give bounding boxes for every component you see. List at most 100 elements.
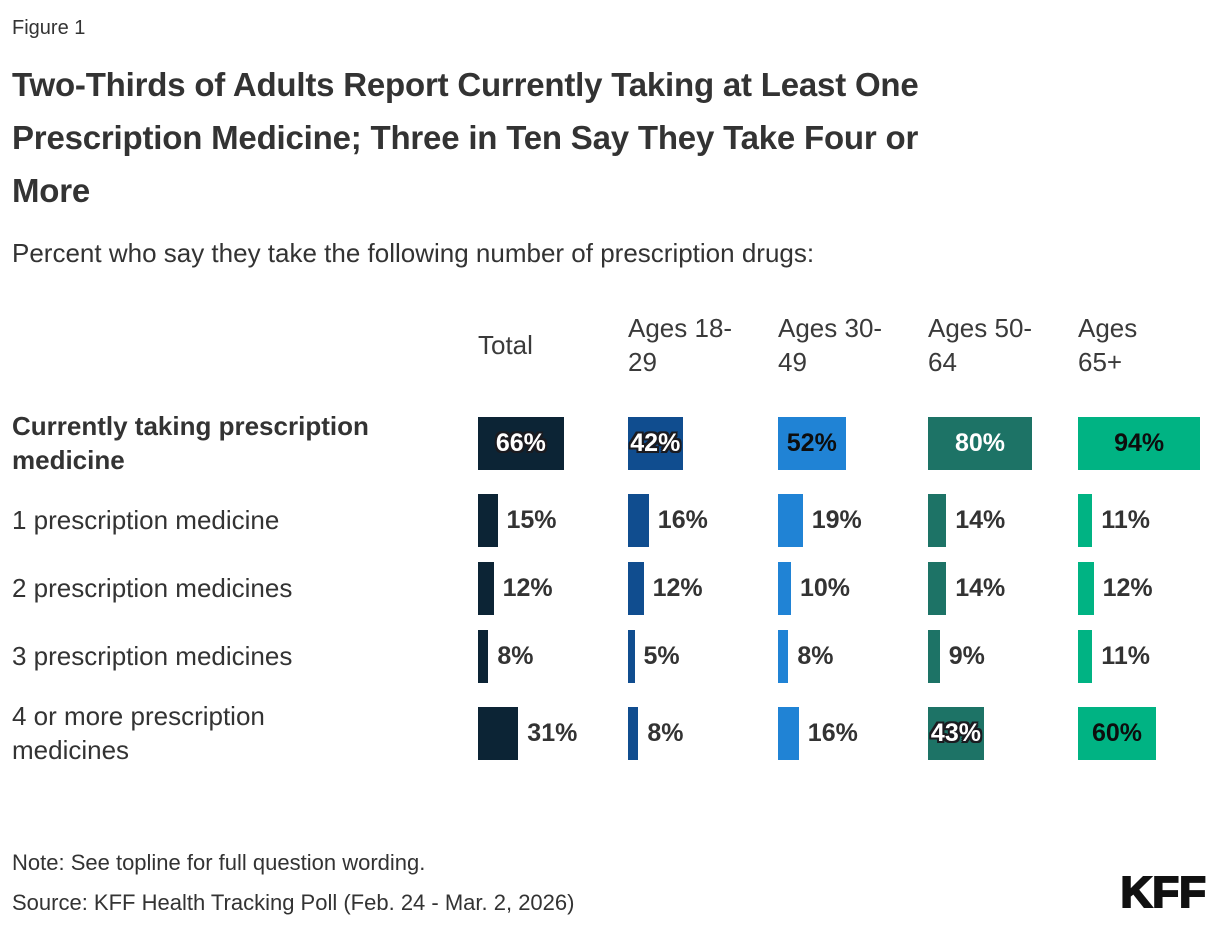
chart-cell: 15% — [478, 489, 628, 551]
bar-value-label: 16% — [657, 505, 708, 534]
chart-footer: Note: See topline for full question word… — [12, 843, 1208, 923]
column-header-ages: Ages 18- 29 — [628, 301, 778, 389]
bar-value-label: 60% — [1091, 718, 1143, 747]
bar[interactable] — [478, 493, 498, 547]
column-header-ages: Ages 30- 49 — [778, 301, 928, 389]
bar[interactable] — [778, 493, 803, 547]
chart-cell: 9% — [928, 625, 1078, 687]
chart-cell: 60% — [1078, 693, 1220, 773]
chart-cell: 31% — [478, 693, 628, 773]
header-spacer — [12, 301, 478, 389]
bar[interactable] — [928, 493, 947, 547]
bar-value-label: 80% — [954, 428, 1006, 457]
chart-cell: 8% — [628, 693, 778, 773]
bar-value-label: 10% — [800, 573, 851, 602]
bar-value-label: 19% — [811, 505, 862, 534]
chart-cell: 43% — [928, 693, 1078, 773]
column-header-label: Total — [478, 330, 533, 360]
chart-cell: 10% — [778, 557, 928, 619]
bar-value-label: 14% — [955, 505, 1006, 534]
bar-value-label: 52% — [786, 428, 837, 457]
chart-cell: 5% — [628, 625, 778, 687]
chart-note: Note: See topline for full question word… — [12, 850, 426, 875]
chart-cell: 16% — [628, 489, 778, 551]
bar[interactable] — [778, 629, 789, 683]
row-label: Currently taking prescription medicine — [12, 411, 369, 475]
column-header-ages: Ages 50- 64 — [928, 301, 1078, 389]
bar[interactable]: 80% — [928, 416, 1032, 470]
bar[interactable] — [478, 561, 494, 615]
bar[interactable] — [928, 561, 947, 615]
bar[interactable]: 94% — [1078, 416, 1201, 470]
chart-cell: 19% — [778, 489, 928, 551]
bar-value-label: 8% — [797, 641, 834, 670]
row-label: 4 or more prescription medicines — [12, 701, 265, 765]
bar[interactable]: 42% — [628, 416, 683, 470]
kff-logo[interactable]: KFF — [1119, 867, 1207, 918]
row-label: 2 prescription medicines — [12, 573, 293, 603]
chart-cell: 8% — [478, 625, 628, 687]
chart-cell: 12% — [478, 557, 628, 619]
bar-value-label: 12% — [502, 573, 553, 602]
chart-title-line: Two-Thirds of Adults Report Currently Ta… — [12, 66, 919, 103]
column-header-total: Total — [478, 301, 628, 389]
chart-cell: 11% — [1078, 489, 1220, 551]
bar-value-label: 12% — [652, 573, 703, 602]
bar[interactable] — [778, 561, 791, 615]
bar-value-label: 11% — [1101, 505, 1150, 534]
bar[interactable] — [778, 706, 799, 760]
bar-value-label: 43% — [930, 718, 981, 747]
chart-cell: 12% — [1078, 557, 1220, 619]
bar[interactable] — [1078, 561, 1094, 615]
bar-value-label: 66% — [495, 428, 546, 457]
column-header-label: Ages 18- 29 — [628, 313, 733, 377]
chart-title-line: More — [12, 172, 91, 209]
bar[interactable] — [628, 706, 639, 760]
bar-value-label: 14% — [955, 573, 1006, 602]
bar-value-label: 8% — [647, 718, 684, 747]
chart-cell: 16% — [778, 693, 928, 773]
column-header-row: Total Ages 18- 29 Ages 30- 49 Ages 50- 64 Ages 6… — [12, 301, 1208, 389]
bar[interactable] — [628, 493, 649, 547]
chart-row: 2 prescription medicines 12% 12% 10% 14% 12% — [12, 557, 1208, 619]
bar[interactable]: 43% — [928, 706, 984, 760]
chart-cell: 14% — [928, 489, 1078, 551]
figure-label: Figure 1 — [12, 17, 86, 39]
bar-value-label: 5% — [643, 641, 680, 670]
chart-row: 3 prescription medicines 8% 5% 8% 9% 11% — [12, 625, 1208, 687]
column-header-label: Ages 65+ — [1078, 313, 1138, 377]
chart-row: Currently taking prescription medicine 66%… — [12, 403, 1208, 483]
bar-value-label: 42% — [630, 428, 681, 457]
chart-cell: 12% — [628, 557, 778, 619]
bar-value-label: 11% — [1101, 641, 1150, 670]
chart-cell: 42% — [628, 403, 778, 483]
bar[interactable] — [628, 629, 635, 683]
row-label: 1 prescription medicine — [12, 505, 280, 535]
bar[interactable] — [1078, 629, 1093, 683]
chart-cell: 14% — [928, 557, 1078, 619]
bar-value-label: 15% — [506, 505, 557, 534]
column-header-label: Ages 30- 49 — [778, 313, 883, 377]
chart-source: Source: KFF Health Tracking Poll (Feb. 2… — [12, 890, 575, 915]
chart-cell: 52% — [778, 403, 928, 483]
chart-cell: 8% — [778, 625, 928, 687]
chart-subtitle: Percent who say they take the following … — [12, 238, 815, 268]
bar[interactable] — [1078, 493, 1093, 547]
bar[interactable]: 60% — [1078, 706, 1156, 760]
chart-cell: 66% — [478, 403, 628, 483]
column-header-ages: Ages 65+ — [1078, 301, 1220, 389]
bar[interactable] — [928, 629, 940, 683]
bar[interactable] — [628, 561, 644, 615]
chart-row: 1 prescription medicine 15% 16% 19% 14% 11% — [12, 489, 1208, 551]
bar[interactable]: 52% — [778, 416, 846, 470]
bar[interactable] — [478, 629, 489, 683]
bar-value-label: 9% — [948, 641, 985, 670]
chart-title: Two-Thirds of Adults Report Currently Ta… — [12, 58, 1208, 217]
chart: Total Ages 18- 29 Ages 30- 49 Ages 50- 64 Ages 6… — [12, 301, 1208, 773]
bar-value-label: 94% — [1114, 428, 1165, 457]
bar[interactable]: 66% — [478, 416, 564, 470]
bar[interactable] — [478, 706, 519, 760]
row-label: 3 prescription medicines — [12, 641, 293, 671]
chart-title-line: Prescription Medicine; Three in Ten Say … — [12, 119, 919, 156]
